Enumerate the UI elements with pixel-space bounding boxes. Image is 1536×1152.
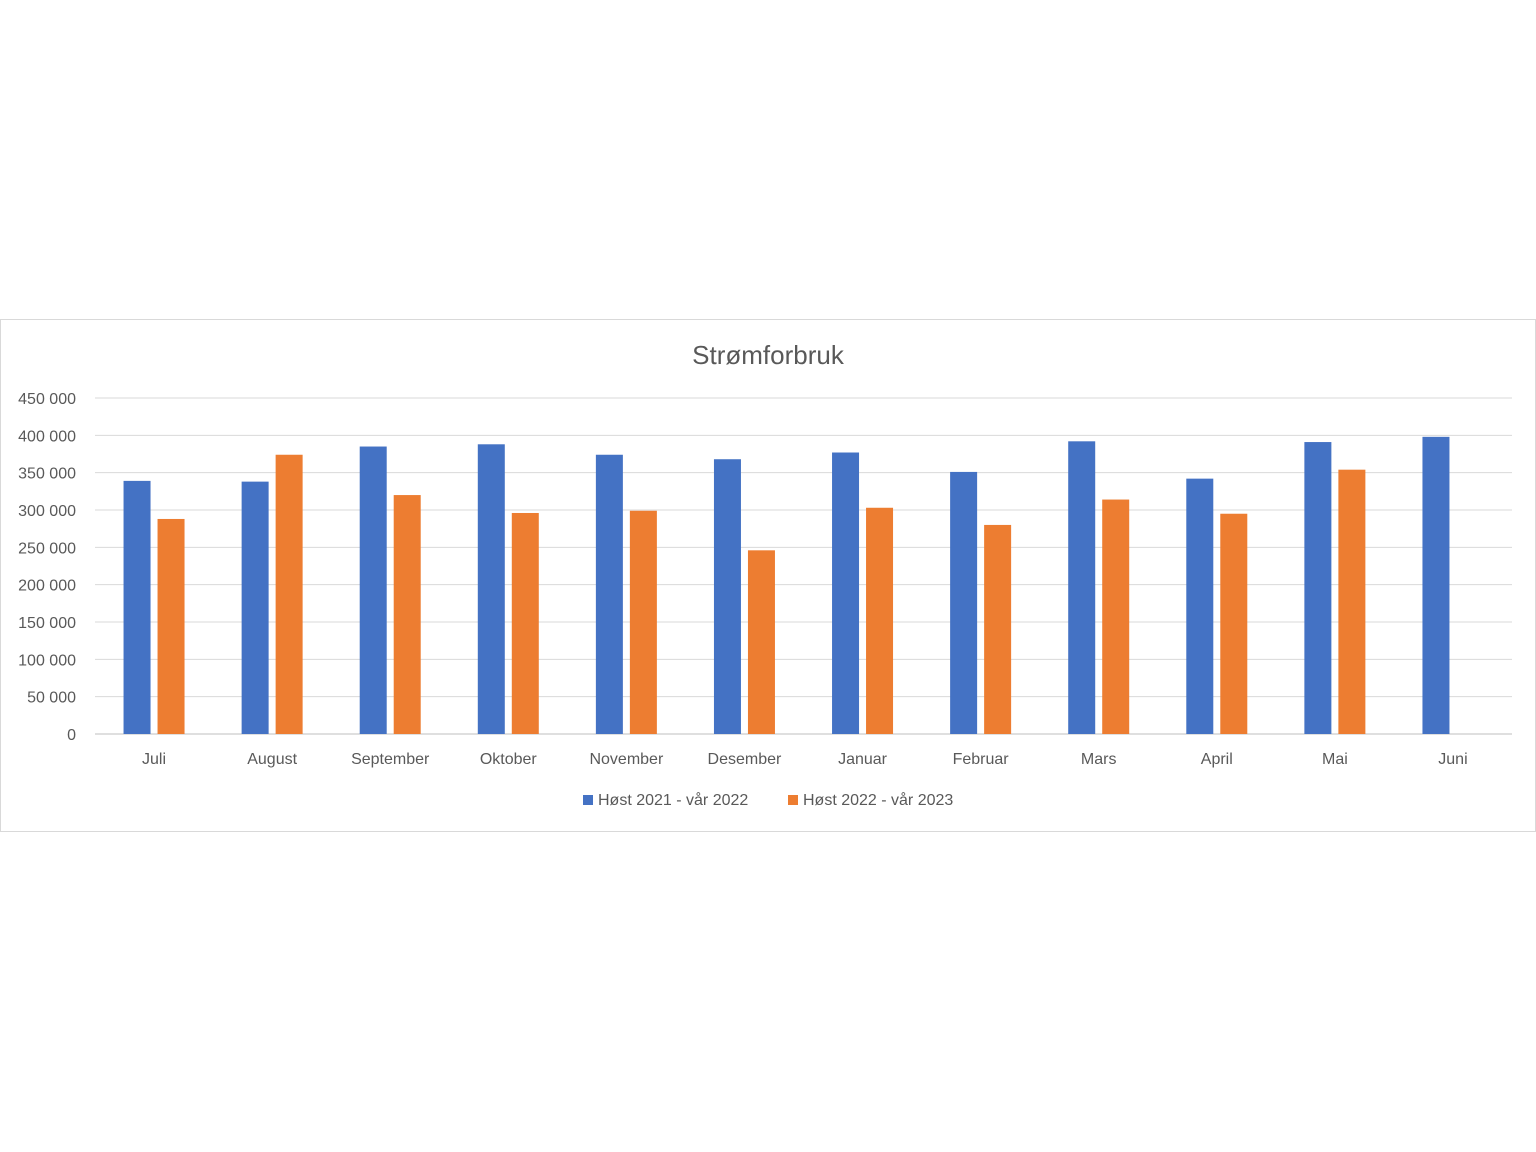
bar-series-1-august (241, 481, 269, 734)
bar-series-1-februar (950, 471, 978, 734)
bar-series-2-august (275, 454, 303, 734)
x-tick-label: Februar (953, 751, 1010, 768)
bar-series-2-februar (984, 524, 1012, 734)
y-tick-label: 100 000 (18, 652, 76, 669)
bar-series-1-mars (1068, 441, 1096, 734)
x-tick-label: Oktober (480, 751, 538, 768)
bar-series-2-juli (157, 518, 185, 734)
bar-series-2-september (393, 495, 421, 734)
y-tick-label: 150 000 (18, 615, 76, 632)
bar-series-1-november (595, 454, 623, 734)
x-tick-label: September (351, 751, 430, 768)
y-tick-label: 50 000 (27, 690, 76, 707)
bar-series-1-juli (123, 480, 151, 734)
x-tick-label: August (247, 751, 297, 768)
bar-series-1-januar (832, 452, 860, 734)
bar-series-2-januar (866, 507, 894, 734)
bar-series-1-oktober (477, 444, 505, 734)
x-tick-label: Desember (708, 751, 782, 768)
x-tick-label: November (589, 751, 663, 768)
y-tick-label: 450 000 (18, 391, 76, 408)
legend: Høst 2021 - vår 2022 Høst 2022 - vår 2023 (583, 791, 953, 809)
x-tick-label: Juni (1438, 751, 1467, 768)
y-tick-label: 0 (67, 727, 76, 744)
y-tick-label: 350 000 (18, 466, 76, 483)
bar-series-2-mars (1102, 499, 1130, 734)
y-tick-label: 300 000 (18, 503, 76, 520)
bar-chart: Strømforbruk 0 50 000 100 000 150 000 200 00… (18, 340, 1512, 809)
chart-frame: Strømforbruk 0 50 000 100 000 150 000 200 00… (0, 319, 1536, 832)
x-tick-label: Mai (1322, 751, 1348, 768)
bar-series-2-april (1220, 513, 1248, 734)
x-axis-tick-labels: Juli August September Oktober November Desemb… (142, 751, 1468, 768)
y-tick-label: 200 000 (18, 578, 76, 595)
x-tick-label: Januar (838, 751, 888, 768)
bar-series-2-november (629, 510, 657, 734)
y-tick-label: 250 000 (18, 540, 76, 557)
bar-series-1-mai (1304, 442, 1332, 734)
bar-series-2-desember (747, 550, 775, 734)
gridlines (95, 397, 1512, 735)
x-tick-label: Juli (142, 751, 166, 768)
bar-series-2-mai (1338, 469, 1366, 734)
bars (123, 436, 1450, 734)
x-tick-label: Mars (1081, 751, 1117, 768)
legend-swatch (788, 795, 798, 805)
legend-label: Høst 2021 - vår 2022 (598, 791, 748, 809)
x-tick-label: April (1201, 751, 1233, 768)
legend-swatch (583, 795, 593, 805)
y-tick-label: 400 000 (18, 428, 76, 445)
bar-series-1-desember (713, 459, 741, 734)
bar-series-1-juni (1422, 436, 1450, 734)
bar-series-2-oktober (511, 512, 539, 734)
chart-title: Strømforbruk (692, 340, 845, 370)
y-axis-tick-labels: 0 50 000 100 000 150 000 200 000 250 000 300 0… (18, 391, 76, 744)
legend-label: Høst 2022 - vår 2023 (803, 791, 953, 809)
bar-series-1-april (1186, 478, 1214, 734)
bar-series-1-september (359, 446, 387, 734)
